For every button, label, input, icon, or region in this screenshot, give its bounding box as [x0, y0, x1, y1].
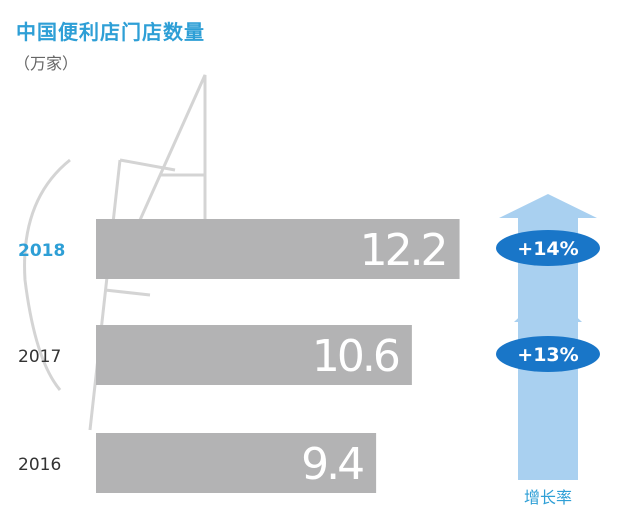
chart-title: 中国便利店门店数量 [16, 20, 205, 44]
category-label-2017: 2017 [18, 347, 61, 367]
value-label-2016: 9.4 [301, 439, 363, 490]
category-label-2018: 2018 [18, 241, 65, 261]
category-label-2016: 2016 [18, 455, 61, 475]
bar-2017 [96, 325, 412, 385]
growth-arrow-head-lower [514, 290, 582, 322]
growth-arrow-head-upper [499, 194, 597, 218]
value-label-2017: 10.6 [312, 331, 399, 382]
growth-badge-2 [496, 336, 600, 372]
growth-badge-1 [496, 230, 600, 266]
bar-2018 [96, 219, 460, 279]
growth-axis-label: 增长率 [524, 488, 572, 507]
value-label-2018: 12.2 [360, 225, 446, 276]
unit-label: （万家） [14, 54, 79, 73]
bar-2016 [96, 433, 377, 493]
growth-rate-label-2: +13% [517, 344, 578, 366]
growth-rate-label-1: +14% [517, 238, 578, 260]
